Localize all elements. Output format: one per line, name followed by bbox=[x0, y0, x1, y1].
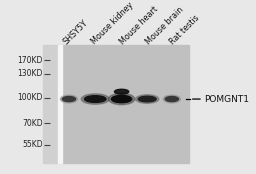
Text: SHSY5Y: SHSY5Y bbox=[61, 18, 89, 46]
Text: 130KD: 130KD bbox=[17, 69, 42, 78]
Text: POMGNT1: POMGNT1 bbox=[204, 94, 249, 104]
Ellipse shape bbox=[138, 96, 156, 102]
Text: 170KD: 170KD bbox=[17, 56, 42, 65]
Bar bbox=[42, 45, 59, 163]
Ellipse shape bbox=[81, 94, 109, 104]
Ellipse shape bbox=[163, 95, 180, 103]
Text: 55KD: 55KD bbox=[22, 140, 42, 149]
Bar bbox=[59, 45, 189, 163]
Text: Mouse brain: Mouse brain bbox=[144, 5, 185, 46]
Ellipse shape bbox=[84, 96, 106, 102]
Text: Mouse kidney: Mouse kidney bbox=[90, 1, 136, 46]
Text: 70KD: 70KD bbox=[22, 119, 42, 128]
Text: Mouse heart: Mouse heart bbox=[118, 5, 159, 46]
Ellipse shape bbox=[108, 93, 135, 105]
Ellipse shape bbox=[62, 97, 76, 102]
Bar bbox=[58, 45, 62, 163]
Ellipse shape bbox=[135, 95, 159, 103]
Ellipse shape bbox=[114, 89, 129, 94]
Text: 100KD: 100KD bbox=[17, 93, 42, 102]
Ellipse shape bbox=[60, 95, 78, 103]
Text: Rat testis: Rat testis bbox=[168, 13, 201, 46]
Ellipse shape bbox=[111, 95, 132, 103]
Ellipse shape bbox=[165, 97, 178, 102]
